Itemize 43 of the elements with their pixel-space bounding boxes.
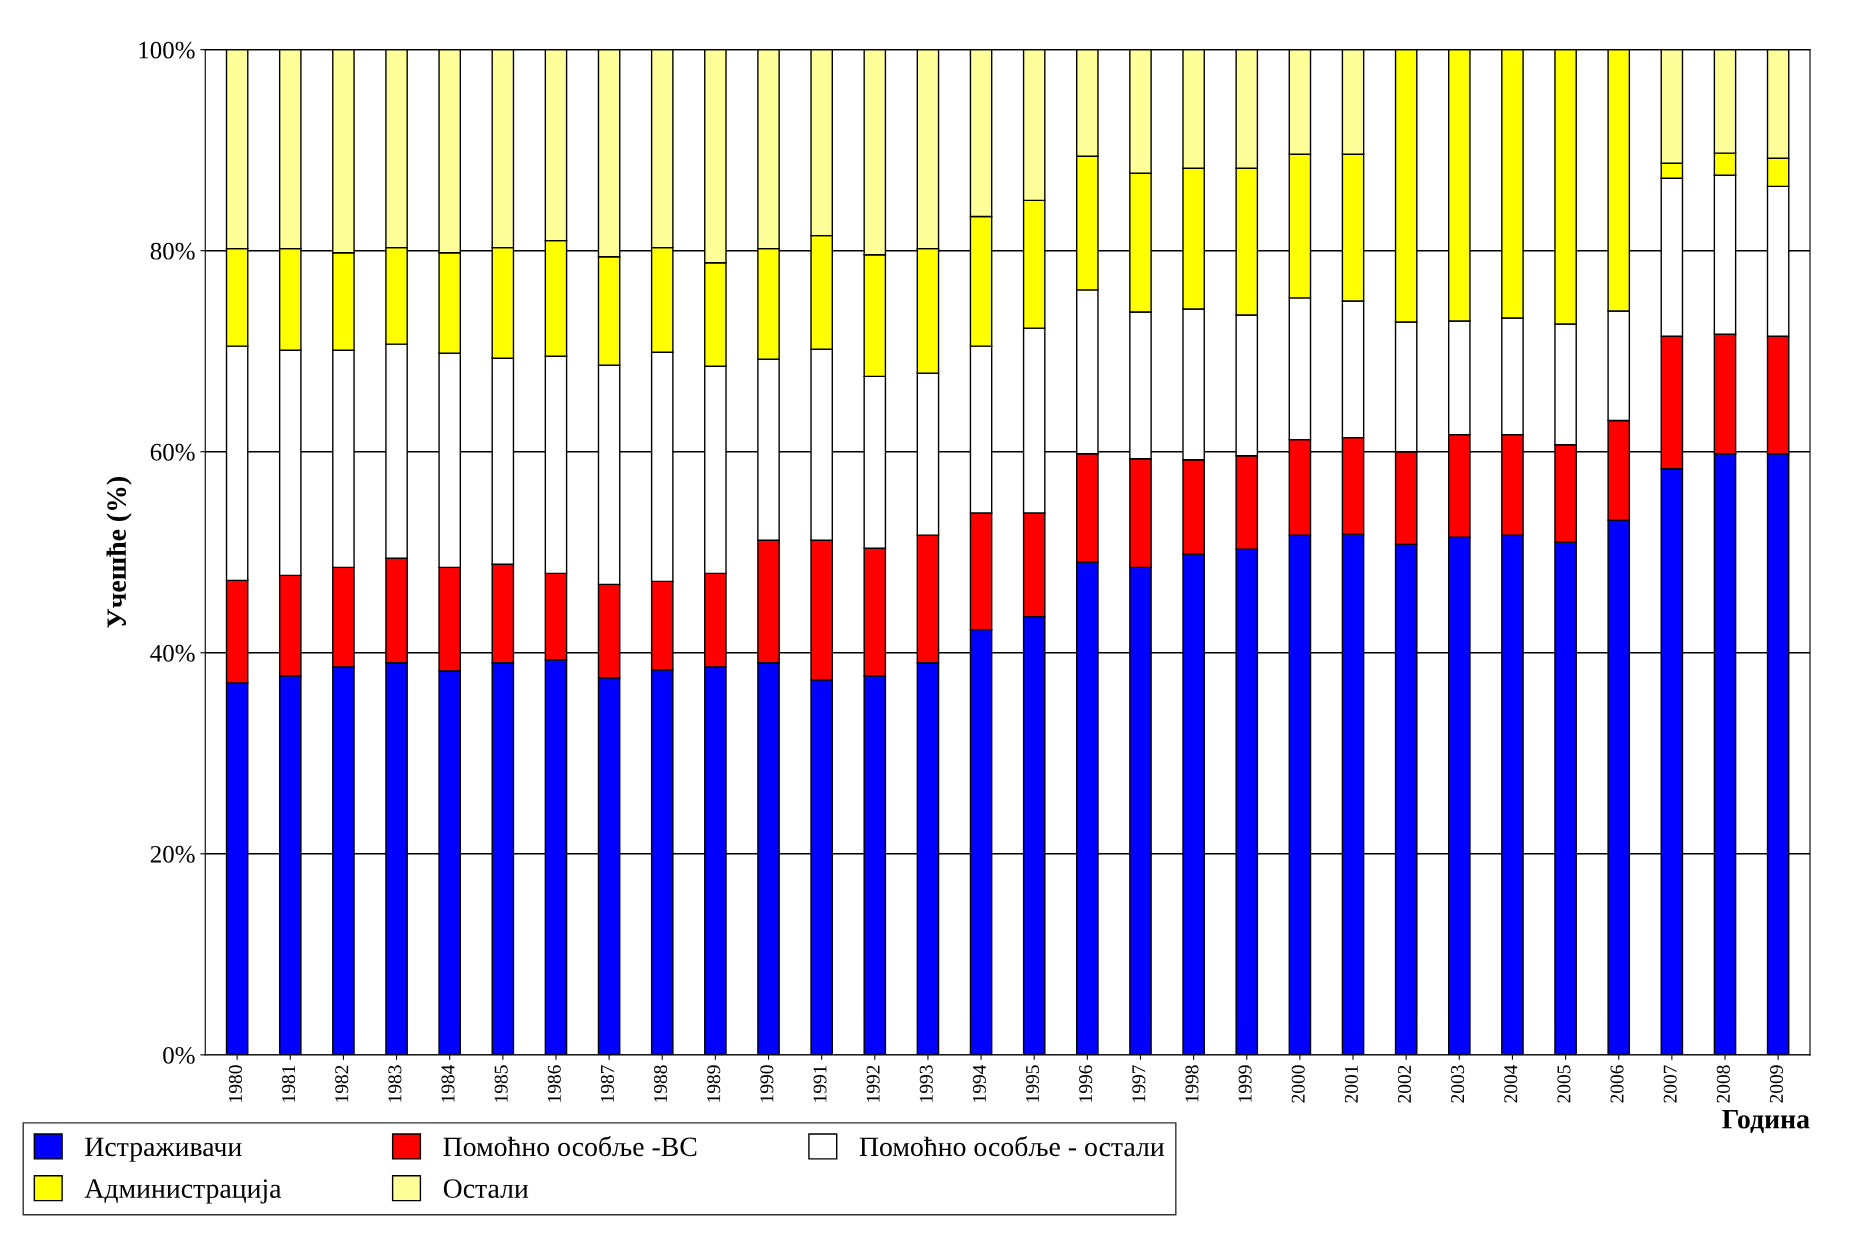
legend-label: Помоћно особље -ВС (443, 1136, 697, 1157)
x-tick-label: 2000 (1291, 1065, 1305, 1103)
y-tick-label: 0% (163, 1046, 195, 1064)
x-tick-label: 1993 (919, 1065, 933, 1102)
x-tick-label: 1991 (813, 1065, 827, 1102)
x-tick-label: 1984 (441, 1064, 455, 1102)
x-tick-label: 1999 (1238, 1065, 1252, 1102)
x-tick-label: 1985 (494, 1065, 508, 1102)
legend-label: Администрација (84, 1179, 282, 1204)
legend-label: Остали (443, 1179, 529, 1198)
x-tick-label: 1986 (547, 1065, 561, 1102)
legend-label: Истраживачи (85, 1137, 242, 1162)
y-tick-label: 100% (139, 41, 195, 59)
x-tick-label: 2009 (1769, 1065, 1783, 1103)
x-tick-label: 1987 (600, 1065, 614, 1102)
x-tick-label: 1995 (1026, 1065, 1040, 1102)
x-tick-label: 1980 (228, 1065, 243, 1102)
x-tick-label: 1989 (707, 1065, 721, 1102)
x-tick-label: 1990 (760, 1065, 774, 1102)
y-tick-label: 40% (150, 644, 195, 662)
x-tick-label: 1988 (653, 1065, 668, 1102)
legend-label: Помоћно особље - остали (859, 1136, 1165, 1157)
x-tick-label: 1981 (282, 1065, 296, 1102)
x-tick-label: 1983 (388, 1065, 402, 1102)
x-tick-label: 1982 (335, 1065, 349, 1102)
x-tick-label: 2004 (1504, 1064, 1518, 1103)
y-tick-label: 60% (150, 443, 195, 461)
x-tick-label: 1994 (972, 1064, 986, 1102)
x-tick-label: 2001 (1344, 1065, 1358, 1103)
x-tick-label: 2002 (1397, 1065, 1412, 1103)
x-tick-label: 1996 (1079, 1065, 1093, 1102)
y-tick-label: 80% (150, 242, 195, 260)
x-tick-label: 2007 (1663, 1065, 1677, 1103)
x-tick-label: 2008 (1716, 1065, 1730, 1103)
x-tick-label: 1998 (1185, 1065, 1199, 1102)
y-axis-title: Учешће (%) (106, 477, 132, 628)
x-tick-label: 2003 (1451, 1065, 1465, 1103)
x-axis-title: Година (1722, 1110, 1810, 1134)
x-tick-label: 2005 (1557, 1065, 1571, 1103)
y-tick-label: 20% (150, 845, 195, 863)
x-tick-label: 2006 (1610, 1065, 1624, 1103)
x-tick-label: 1992 (866, 1065, 880, 1102)
x-tick-label: 1997 (1132, 1065, 1146, 1102)
